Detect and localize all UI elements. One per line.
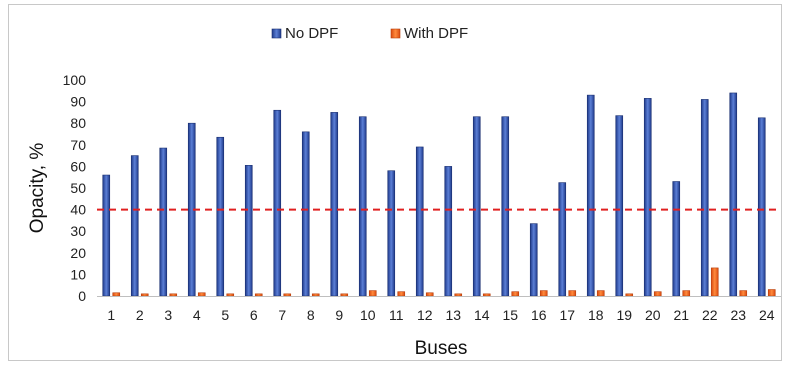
bar-with-dpf [226,293,235,297]
bar-with-dpf [539,290,548,297]
bar-with-dpf [653,291,662,297]
x-tick-label: 11 [389,307,404,323]
bar-no-dpf [244,165,253,297]
bar-no-dpf [501,116,510,297]
bar-with-dpf [254,293,263,297]
x-tick-label: 3 [164,307,172,323]
y-tick-label: 60 [70,158,86,174]
y-tick-label: 40 [70,202,86,218]
x-tick-label: 19 [616,307,632,323]
bar-no-dpf [729,92,738,297]
x-tick-label: 9 [335,307,343,323]
x-tick-label: 8 [307,307,315,323]
x-tick-label: 5 [221,307,229,323]
bar-with-dpf [767,289,776,297]
x-axis-title: Buses [415,338,468,359]
bar-no-dpf [216,136,225,297]
bar-with-dpf [625,293,634,297]
bar-no-dpf [102,174,111,297]
legend-label-with-dpf: With DPF [404,25,468,42]
bar-with-dpf [682,290,691,297]
bar-with-dpf [112,292,121,297]
x-tick-label: 10 [360,307,376,323]
y-tick-label: 30 [70,223,86,239]
bar-no-dpf [273,109,282,297]
bar-with-dpf [169,293,178,297]
bar-with-dpf [568,290,577,297]
bar-no-dpf [672,181,681,297]
bar-no-dpf [558,182,567,297]
y-axis-title: Opacity, % [27,143,48,234]
bar-no-dpf [615,115,624,297]
x-tick-label: 14 [474,307,490,323]
y-axis-ticks: 0 10 20 30 40 50 60 70 80 90 100 [63,72,87,304]
y-tick-label: 50 [70,180,86,196]
y-tick-label: 10 [70,266,86,282]
bar-no-dpf [358,116,367,297]
bar-no-dpf [643,98,652,297]
legend-label-no-dpf: No DPF [285,25,338,42]
bar-no-dpf [472,116,481,297]
bar-with-dpf [283,293,292,297]
bar-with-dpf [596,290,605,297]
x-tick-label: 2 [136,307,144,323]
bar-no-dpf [700,99,709,297]
x-tick-label: 21 [673,307,689,323]
x-tick-label: 20 [645,307,661,323]
bar-no-dpf [130,155,139,297]
bar-with-dpf [397,291,406,297]
bar-with-dpf [482,293,491,297]
bar-no-dpf [415,146,424,297]
x-tick-label: 6 [250,307,258,323]
x-tick-label: 24 [759,307,775,323]
bar-with-dpf [425,292,434,297]
bar-no-dpf [586,94,595,297]
x-tick-label: 1 [107,307,115,323]
bar-no-dpf [529,223,538,297]
bar-with-dpf [710,267,719,297]
x-tick-label: 18 [588,307,604,323]
bars [102,92,776,297]
bar-no-dpf [757,117,766,297]
bar-no-dpf [301,131,310,297]
legend-swatch-with-dpf [390,28,401,39]
bar-with-dpf [140,293,149,297]
y-tick-label: 70 [70,137,86,153]
x-axis-ticks: 1 2 3 4 5 6 7 8 9 10 11 12 13 14 15 16 17 18 19 20 21 22 23 24 [107,307,774,323]
x-tick-label: 15 [502,307,518,323]
bar-with-dpf [454,293,463,297]
x-tick-label: 13 [445,307,461,323]
y-tick-label: 90 [70,94,86,110]
y-tick-label: 80 [70,115,86,131]
legend: No DPF With DPF [271,25,468,42]
bar-no-dpf [444,166,453,297]
bar-with-dpf [739,290,748,297]
bar-no-dpf [159,147,168,297]
x-tick-label: 17 [559,307,575,323]
x-tick-label: 16 [531,307,547,323]
x-tick-label: 7 [278,307,286,323]
x-tick-label: 23 [730,307,746,323]
legend-swatch-no-dpf [271,28,282,39]
bar-no-dpf [387,170,396,297]
y-tick-label: 20 [70,245,86,261]
x-tick-label: 22 [702,307,718,323]
x-tick-label: 4 [193,307,201,323]
bar-with-dpf [340,293,349,297]
y-tick-label: 0 [78,288,86,304]
bar-with-dpf [511,291,520,297]
y-tick-label: 100 [63,72,87,88]
bar-with-dpf [311,293,320,297]
x-tick-label: 12 [417,307,433,323]
bar-no-dpf [330,112,339,297]
bar-with-dpf [368,290,377,297]
bar-with-dpf [197,292,206,297]
